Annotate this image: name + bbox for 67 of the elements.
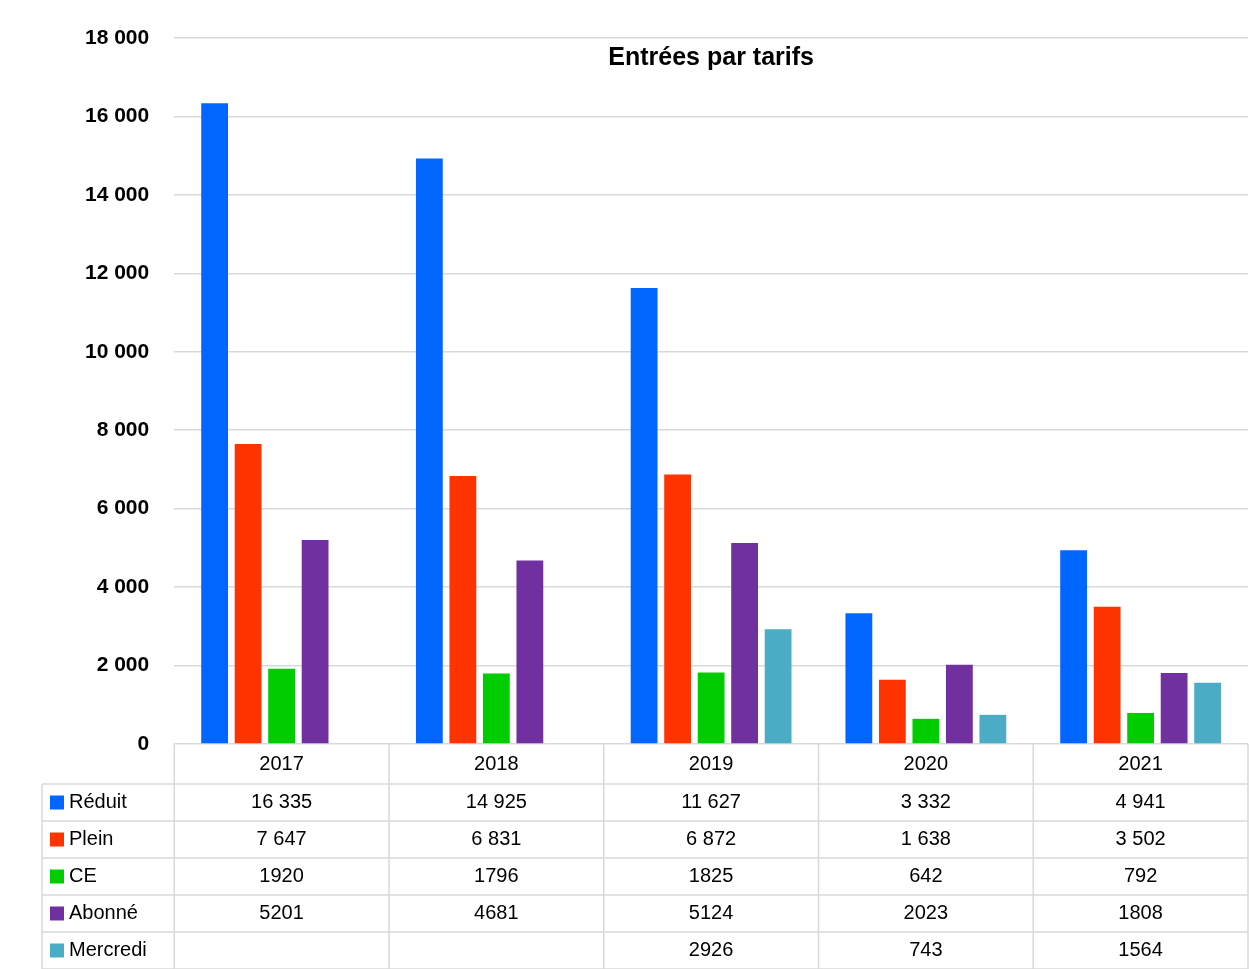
data-label: 4681 xyxy=(474,901,519,924)
bar xyxy=(878,679,906,744)
bar xyxy=(201,103,229,744)
data-label: 1920 xyxy=(259,864,304,887)
bar xyxy=(1127,712,1155,744)
y-tick-label: 18 000 xyxy=(85,24,150,48)
bar xyxy=(1060,550,1088,744)
y-tick-label: 16 000 xyxy=(85,103,150,127)
y-tick-label: 0 xyxy=(137,730,150,754)
legend-label: Plein xyxy=(69,827,114,850)
x-tick-label: 2017 xyxy=(259,751,304,774)
legend-label: Abonné xyxy=(69,901,138,924)
x-tick-label: 2019 xyxy=(688,751,734,774)
y-tick-label: 12 000 xyxy=(85,260,150,284)
bar xyxy=(630,287,658,744)
bar xyxy=(415,158,443,744)
data-label: 5201 xyxy=(259,901,304,924)
data-label: 16 335 xyxy=(251,790,313,813)
data-label: 11 627 xyxy=(681,790,741,813)
data-label: 7 647 xyxy=(256,827,307,850)
data-label: 2023 xyxy=(903,901,949,924)
x-tick-label: 2021 xyxy=(1118,751,1163,774)
bar xyxy=(1093,606,1121,744)
data-label: 743 xyxy=(909,938,943,961)
legend-label: CE xyxy=(69,864,97,887)
data-label: 4 941 xyxy=(1115,790,1166,813)
data-label: 6 872 xyxy=(686,827,737,850)
bar xyxy=(482,673,510,744)
x-tick-label: 2020 xyxy=(903,751,949,774)
y-tick-label: 8 000 xyxy=(96,417,150,441)
legend-label: Réduit xyxy=(69,790,128,813)
data-label: 642 xyxy=(909,864,943,887)
bar xyxy=(912,718,940,744)
bar xyxy=(1160,673,1188,744)
y-tick-label: 14 000 xyxy=(85,181,150,205)
y-tick-label: 4 000 xyxy=(96,573,150,597)
bar xyxy=(516,560,544,744)
y-tick-label: 2 000 xyxy=(96,652,150,676)
y-tick-label: 6 000 xyxy=(96,495,150,519)
data-label: 14 925 xyxy=(465,790,527,813)
bar xyxy=(449,476,477,744)
bar xyxy=(697,672,725,744)
bar xyxy=(845,613,873,744)
data-label: 1825 xyxy=(688,864,734,887)
data-label: 1564 xyxy=(1118,938,1163,961)
bar xyxy=(301,540,329,744)
x-tick-label: 2018 xyxy=(474,751,519,774)
data-label: 2926 xyxy=(688,938,734,961)
bar xyxy=(268,668,296,744)
y-tick-label: 10 000 xyxy=(85,338,150,362)
bar xyxy=(664,474,692,744)
data-label: 3 502 xyxy=(1115,827,1166,850)
bar xyxy=(731,543,759,744)
data-label: 1 638 xyxy=(900,827,951,850)
data-label: 1796 xyxy=(474,864,519,887)
data-label: 792 xyxy=(1123,864,1158,887)
bar xyxy=(764,629,792,744)
data-label: 6 831 xyxy=(471,827,522,850)
chart-title: Entrées par tarifs xyxy=(608,42,814,71)
bar xyxy=(979,714,1007,744)
legend-label: Mercredi xyxy=(69,938,147,961)
bar xyxy=(1194,682,1222,744)
data-label: 3 332 xyxy=(900,790,951,813)
bar xyxy=(945,664,973,744)
data-label: 5124 xyxy=(688,901,734,924)
bar xyxy=(234,444,262,744)
data-label: 1808 xyxy=(1118,901,1163,924)
